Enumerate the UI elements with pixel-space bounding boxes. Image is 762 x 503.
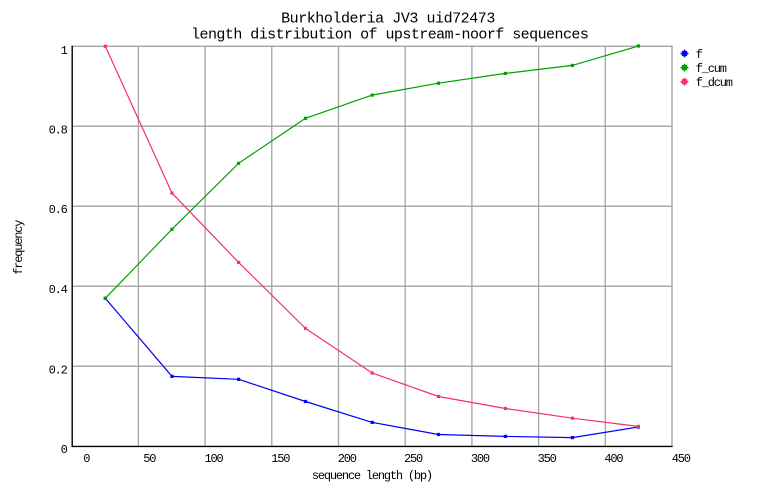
svg-text:0.2: 0.2 (49, 363, 68, 377)
svg-text:350: 350 (538, 452, 557, 466)
svg-text:f_dcum: f_dcum (696, 76, 733, 90)
svg-text:100: 100 (204, 452, 223, 466)
svg-text:250: 250 (404, 452, 423, 466)
svg-text:50: 50 (143, 452, 156, 466)
svg-text:1: 1 (61, 44, 68, 58)
svg-text:450: 450 (672, 452, 691, 466)
svg-text:0: 0 (83, 452, 90, 466)
svg-text:400: 400 (604, 452, 623, 466)
svg-text:f_cum: f_cum (696, 62, 727, 76)
svg-text:length distribution of upstrea: length distribution of upstream-noorf se… (191, 27, 588, 44)
svg-text:0: 0 (61, 443, 68, 457)
svg-text:200: 200 (338, 452, 357, 466)
svg-text:300: 300 (471, 452, 490, 466)
svg-text:0.4: 0.4 (49, 283, 68, 297)
svg-text:sequence length (bp): sequence length (bp) (312, 469, 432, 483)
svg-text:0.6: 0.6 (49, 203, 68, 217)
svg-text:frequency: frequency (12, 220, 26, 275)
svg-text:150: 150 (271, 452, 290, 466)
svg-text:f: f (696, 48, 703, 62)
svg-text:Burkholderia JV3 uid72473: Burkholderia JV3 uid72473 (281, 11, 495, 28)
svg-text:0.8: 0.8 (49, 123, 68, 137)
